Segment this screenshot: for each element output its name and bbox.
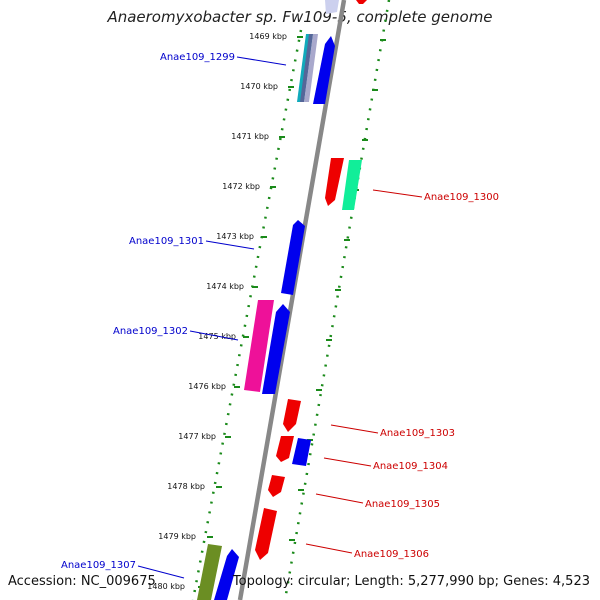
tick-label: 1469 kbp [249,32,287,41]
map-title: Anaeromyxobacter sp. Fw109-5, complete g… [107,8,493,26]
leader-line [372,189,423,198]
gene-arrow[interactable] [304,34,318,102]
gene-label-1302[interactable]: Anae109_1302 [113,326,188,337]
gene-arrow[interactable] [244,300,274,392]
gene-arrow-1301[interactable] [281,220,305,295]
gene-arrow[interactable] [214,549,239,600]
gene-arrow[interactable] [300,34,313,102]
gene-cluster-1302[interactable] [244,300,290,394]
gene-label-1305[interactable]: Anae109_1305 [365,499,440,510]
left-strand-guide [191,29,303,600]
leader-line [189,330,239,341]
gene-label-1301[interactable]: Anae109_1301 [129,236,204,247]
gene-arrow-partial[interactable] [356,0,367,4]
tick-label: 1474 kbp [206,282,244,291]
gene-label-1306[interactable]: Anae109_1306 [354,549,429,560]
gene-arrow[interactable] [197,544,222,600]
backbone-line [237,0,347,600]
tick-label: 1476 kbp [188,382,226,391]
leader-line [236,56,287,66]
gene-arrow[interactable] [342,160,362,210]
gene-arrow[interactable] [276,436,294,462]
gene-label-1300[interactable]: Anae109_1300 [424,192,499,203]
tick-label: 1473 kbp [216,232,254,241]
right-strand-guide [283,0,391,600]
gene-arrow[interactable] [313,36,335,104]
leader-line [305,543,353,554]
tick-label: 1478 kbp [167,482,205,491]
accession-label: Accession: NC_009675 [8,574,156,589]
gene-arrow-1305[interactable] [268,475,285,497]
tick-label: 1477 kbp [178,432,216,441]
gene-cluster-1300[interactable] [325,158,362,210]
gene-label-1299[interactable]: Anae109_1299 [160,52,235,63]
leader-lines [137,56,423,579]
gene-cluster-1299[interactable] [297,34,335,104]
tick-label: 1479 kbp [158,532,196,541]
gene-cluster-1304[interactable] [276,436,311,466]
leader-line [330,424,379,434]
gene-label-1304[interactable]: Anae109_1304 [373,461,448,472]
gene-arrow-partial[interactable] [325,0,339,14]
tick-label: 1471 kbp [231,132,269,141]
gene-arrow-1306[interactable] [255,508,277,560]
gene-arrow[interactable] [292,438,311,466]
leader-line [315,493,364,504]
tick-label: 1472 kbp [222,182,260,191]
gene-label-1307[interactable]: Anae109_1307 [61,560,136,571]
tick-marks [198,36,303,588]
leader-line [323,457,372,467]
leader-line [137,565,185,579]
gene-label-1303[interactable]: Anae109_1303 [380,428,455,439]
gene-arrow[interactable] [325,158,344,206]
gene-labels: Anae109_1299 Anae109_1300 Anae109_1301 A… [61,52,499,571]
gene-arrow[interactable] [262,304,290,394]
topology-summary: Topology: circular; Length: 5,277,990 bp… [232,574,590,589]
tick-label: 1480 kbp [147,582,185,591]
tick-label: 1470 kbp [240,82,278,91]
gene-cluster-1307[interactable] [197,544,239,600]
gene-arrow-1303[interactable] [283,399,301,432]
leader-line [205,240,255,250]
